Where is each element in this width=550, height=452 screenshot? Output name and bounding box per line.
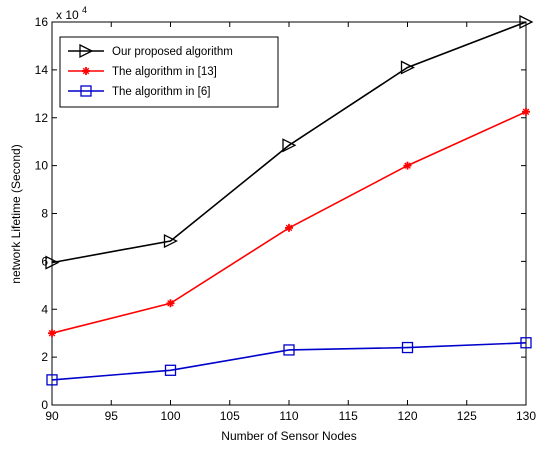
star-stroke — [404, 162, 411, 169]
y-tick-label: 14 — [35, 63, 49, 77]
series-line — [51, 21, 527, 264]
x-axis: 90 95 100 105 110 115 120 125 130 — [45, 22, 536, 423]
y-tick-label: 0 — [41, 398, 48, 412]
legend-label: Our proposed algorithm — [112, 46, 233, 58]
y-tick-label: 8 — [41, 207, 48, 221]
series-layer — [45, 14, 534, 386]
y-axis-label: network Lifetime (Second) — [9, 144, 23, 283]
x-tick-label: 90 — [45, 409, 59, 423]
star-stroke — [522, 108, 530, 116]
x-tick-label: 110 — [279, 409, 298, 423]
series-1 — [45, 14, 534, 270]
legend-marker — [79, 43, 94, 59]
data-point — [519, 14, 534, 30]
star-stroke — [167, 299, 174, 307]
star-stroke — [48, 329, 56, 337]
series-3 — [46, 337, 532, 386]
data-point — [400, 60, 415, 75]
x-tick-label: 95 — [105, 409, 119, 423]
star-stroke — [82, 67, 90, 75]
data-point — [48, 329, 56, 338]
data-point — [285, 223, 293, 232]
x-tick-label: 120 — [397, 409, 417, 423]
x-axis-label: Number of Sensor Nodes — [221, 429, 356, 443]
x-tick-label: 125 — [457, 409, 477, 423]
y-axis-exponent-base: x 10 — [56, 8, 79, 22]
y-tick-label: 2 — [41, 350, 48, 364]
data-point — [403, 161, 412, 170]
y-axis: 0 2 4 6 8 10 12 14 16 — [35, 15, 526, 412]
legend-box — [59, 36, 279, 108]
data-point — [283, 344, 295, 356]
data-point — [164, 364, 177, 376]
data-point — [46, 374, 58, 386]
data-point — [401, 341, 414, 354]
y-axis-exponent-power: 4 — [82, 5, 87, 15]
y-tick-label: 6 — [41, 254, 48, 268]
x-tick-label: 115 — [339, 409, 358, 423]
legend-item: Our proposed algorithm — [68, 43, 233, 59]
x-tick-label: 105 — [220, 409, 240, 423]
data-point — [166, 299, 175, 308]
data-point — [45, 255, 60, 270]
legend: Our proposed algorithm The algorithm in [… — [59, 36, 279, 108]
y-tick-label: 12 — [35, 111, 49, 125]
legend-item: The algorithm in [6] — [68, 85, 210, 98]
legend-marker — [82, 67, 90, 75]
y-tick-label: 4 — [41, 302, 48, 316]
y-tick-label: 16 — [35, 15, 49, 29]
x-tick-label: 130 — [516, 409, 536, 423]
data-point — [520, 337, 532, 349]
series-line — [51, 342, 527, 381]
legend-marker — [80, 85, 92, 97]
legend-item: The algorithm in [13] — [68, 66, 217, 78]
star-stroke — [285, 224, 293, 232]
data-point — [163, 233, 178, 249]
y-tick-label: 10 — [35, 159, 49, 173]
data-point — [282, 138, 297, 153]
x-tick-label: 100 — [160, 409, 180, 423]
series-2 — [48, 107, 530, 338]
data-point — [522, 107, 530, 116]
legend-label: The algorithm in [13] — [112, 66, 217, 78]
legend-label: The algorithm in [6] — [112, 86, 210, 98]
